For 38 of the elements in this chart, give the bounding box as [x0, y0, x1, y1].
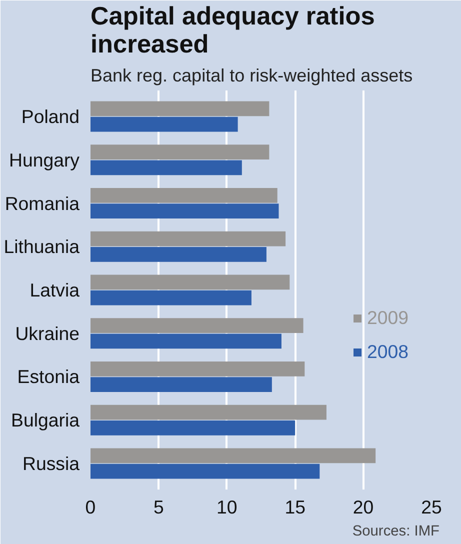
chart-title: Capital adequacy ratios increased — [90, 2, 375, 58]
y-tick-label: Romania — [4, 192, 80, 214]
bar — [90, 101, 270, 116]
bar — [90, 334, 282, 349]
y-tick-label: Hungary — [8, 149, 80, 170]
y-tick-label: Lithuania — [4, 236, 80, 258]
x-tick-label: 25 — [421, 496, 442, 518]
y-tick-label: Russia — [22, 452, 80, 474]
bar — [90, 404, 326, 420]
bar — [90, 362, 305, 376]
bar — [90, 377, 272, 392]
x-tick-label: 5 — [154, 496, 164, 518]
y-tick-label: Poland — [21, 106, 80, 128]
legend-label: 2009 — [367, 307, 409, 329]
chart-subtitle: Bank reg. capital to risk-weighted assets — [90, 66, 413, 86]
bar — [90, 188, 278, 203]
bar — [90, 247, 266, 262]
y-tick-label: Ukraine — [15, 322, 80, 344]
legend-label: 2008 — [367, 341, 409, 363]
x-tick-label: 10 — [216, 496, 238, 518]
x-tick-label: 20 — [352, 496, 374, 518]
y-tick-label: Latvia — [30, 280, 80, 300]
bar — [90, 274, 290, 290]
x-tick-label: 15 — [284, 496, 306, 518]
bar — [90, 160, 242, 176]
bar — [90, 204, 279, 218]
bar — [90, 231, 286, 246]
bar — [90, 144, 270, 160]
source-note: Sources: IMF — [352, 524, 440, 540]
x-tick-label: 0 — [85, 496, 96, 518]
bar — [90, 318, 304, 333]
bar — [90, 116, 238, 132]
bar — [90, 464, 320, 479]
bar — [90, 420, 296, 436]
bar — [90, 448, 376, 464]
y-tick-label: Bulgaria — [11, 410, 80, 431]
y-tick-label: Estonia — [17, 366, 80, 388]
bar — [90, 290, 252, 306]
